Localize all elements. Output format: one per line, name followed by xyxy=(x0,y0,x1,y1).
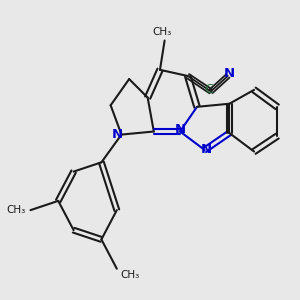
Text: N: N xyxy=(201,143,212,157)
Text: N: N xyxy=(111,128,122,141)
Text: C: C xyxy=(205,83,214,96)
Text: N: N xyxy=(175,124,186,136)
Text: CH₃: CH₃ xyxy=(7,205,26,215)
Text: CH₃: CH₃ xyxy=(152,27,171,38)
Text: N: N xyxy=(224,67,235,80)
Text: CH₃: CH₃ xyxy=(120,270,139,280)
